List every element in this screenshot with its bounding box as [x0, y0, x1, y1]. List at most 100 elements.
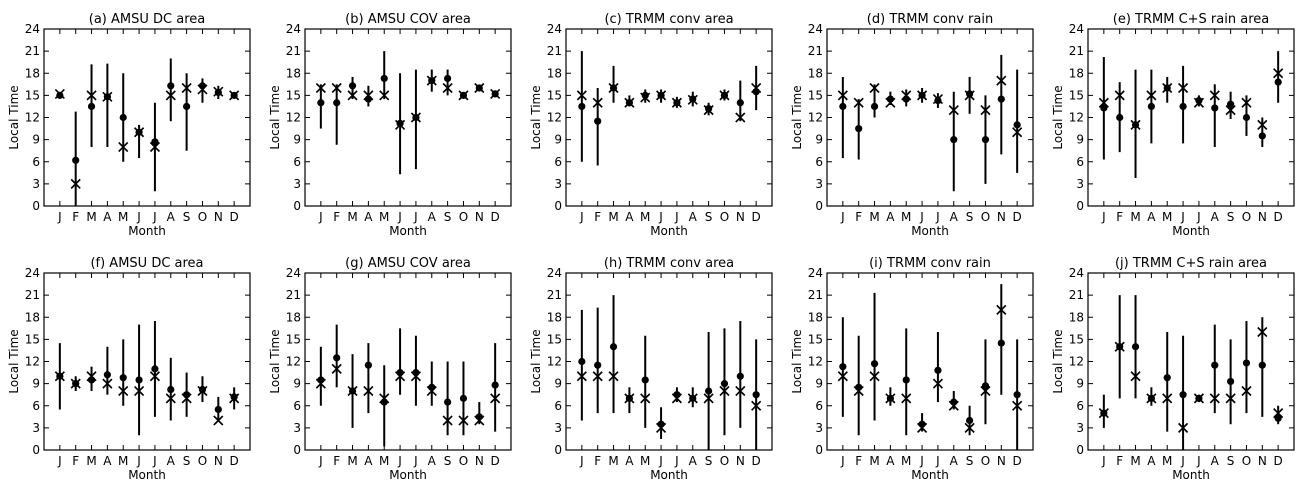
- x-axis-label: Month: [911, 224, 949, 238]
- panel-title: (i) TRMM conv rain: [869, 256, 991, 271]
- x-tick-label: F: [594, 454, 601, 468]
- x-marker: [901, 90, 912, 101]
- x-tick-label: M: [901, 454, 911, 468]
- dot-marker: [230, 393, 238, 401]
- dot-marker: [412, 368, 420, 377]
- dot-marker: [1242, 113, 1251, 122]
- y-tick-label: 0: [1076, 443, 1084, 457]
- y-tick-label: 15: [25, 88, 40, 102]
- y-tick-label: 9: [554, 133, 562, 147]
- x-marker: [885, 97, 896, 108]
- x-tick-label: D: [491, 454, 500, 468]
- y-axis-label: Local Time: [1051, 329, 1065, 393]
- y-tick-label: 18: [1069, 310, 1084, 324]
- y-tick-label: 18: [286, 66, 301, 80]
- x-marker: [331, 363, 342, 374]
- y-axis-label: Local Time: [1051, 85, 1065, 149]
- x-marker: [964, 422, 975, 433]
- x-marker: [576, 371, 587, 382]
- x-marker: [592, 371, 603, 382]
- dot-marker: [1274, 78, 1282, 86]
- y-tick-label: 18: [547, 66, 562, 80]
- y-tick-label: 21: [547, 44, 562, 58]
- x-tick-label: A: [689, 210, 698, 224]
- x-tick-label: O: [1242, 210, 1251, 224]
- dot-marker: [1100, 104, 1108, 112]
- x-tick-label: J: [658, 454, 663, 468]
- dot-marker: [855, 383, 863, 391]
- x-marker: [656, 90, 667, 101]
- x-marker: [395, 371, 406, 382]
- x-marker: [751, 82, 762, 94]
- x-marker: [624, 393, 635, 404]
- dot-marker: [1163, 374, 1171, 382]
- x-tick-label: A: [428, 454, 437, 468]
- x-marker: [1098, 97, 1109, 108]
- y-tick-label: 12: [286, 111, 301, 125]
- x-marker: [869, 82, 880, 94]
- x-tick-label: J: [1101, 210, 1106, 224]
- dot-marker: [151, 138, 159, 146]
- dot-marker: [673, 391, 681, 399]
- dot-marker: [380, 398, 388, 406]
- x-marker: [1241, 385, 1252, 397]
- y-tick-label: 18: [547, 310, 562, 324]
- x-marker: [118, 141, 129, 153]
- x-marker: [624, 97, 635, 108]
- y-tick-label: 3: [293, 421, 301, 435]
- dot-marker: [1147, 102, 1155, 111]
- dot-marker: [981, 136, 990, 144]
- x-tick-label: J: [935, 210, 940, 224]
- x-marker: [474, 415, 485, 426]
- y-tick-label: 9: [293, 133, 301, 147]
- panel-title: (j) TRMM C+S rain area: [1115, 256, 1267, 271]
- x-axis-label: Month: [128, 224, 166, 238]
- x-marker: [347, 385, 358, 397]
- x-tick-label: M: [1130, 210, 1140, 224]
- y-tick-label: 3: [1076, 177, 1084, 191]
- dot-marker: [752, 88, 760, 96]
- y-tick-label: 21: [1069, 288, 1084, 302]
- x-tick-label: M: [347, 210, 357, 224]
- x-axis-label: Month: [1172, 224, 1210, 238]
- y-axis-label: Local Time: [7, 85, 21, 149]
- x-tick-label: N: [214, 454, 223, 468]
- x-marker: [917, 422, 928, 433]
- x-marker: [70, 178, 81, 189]
- x-tick-label: O: [198, 454, 207, 468]
- dot-marker: [198, 82, 207, 90]
- x-tick-label: A: [364, 454, 373, 468]
- x-marker: [608, 82, 619, 94]
- x-marker: [948, 105, 959, 116]
- x-tick-label: D: [230, 210, 239, 224]
- panel-title: (g) AMSU COV area: [345, 256, 471, 271]
- x-tick-label: J: [1180, 454, 1185, 468]
- y-tick-label: 3: [554, 421, 562, 435]
- x-tick-label: S: [1227, 210, 1235, 224]
- x-marker: [149, 141, 160, 153]
- y-tick-label: 0: [293, 199, 301, 213]
- dot-marker: [396, 368, 404, 377]
- x-marker: [703, 105, 714, 116]
- x-tick-label: M: [869, 210, 879, 224]
- x-marker: [1146, 393, 1157, 404]
- dot-marker: [491, 381, 499, 389]
- x-tick-label: J: [318, 454, 323, 468]
- y-tick-label: 6: [1076, 399, 1084, 413]
- x-marker: [1012, 127, 1023, 138]
- dot-marker: [1179, 391, 1187, 399]
- x-tick-label: J: [579, 210, 584, 224]
- y-tick-label: 0: [1076, 199, 1084, 213]
- dot-marker: [594, 117, 602, 125]
- dot-marker: [1116, 113, 1124, 122]
- dot-marker: [752, 391, 760, 399]
- x-marker: [996, 304, 1007, 315]
- x-marker: [1114, 341, 1125, 352]
- y-tick-label: 15: [25, 332, 40, 346]
- y-tick-label: 12: [1069, 355, 1084, 369]
- y-tick-label: 0: [293, 443, 301, 457]
- marks-group: [837, 284, 1023, 450]
- y-axis-label: Local Time: [790, 329, 804, 393]
- y-tick-label: 12: [286, 355, 301, 369]
